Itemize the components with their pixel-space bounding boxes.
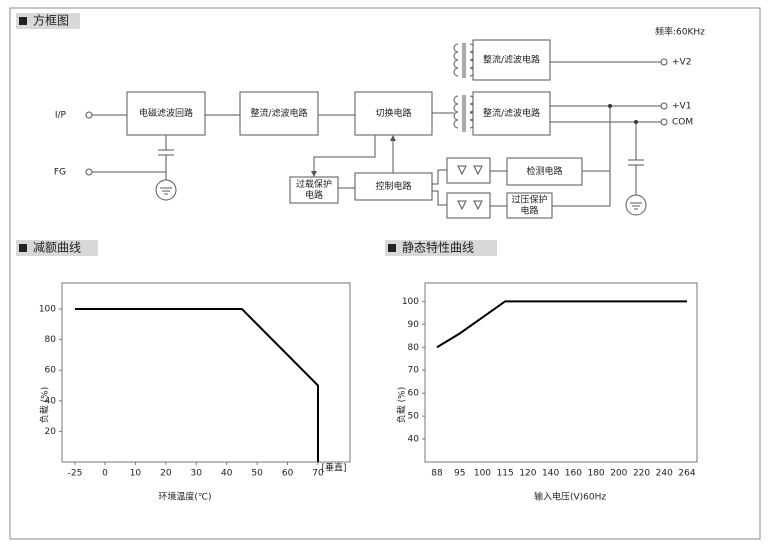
- block: [472, 91, 551, 136]
- x-tick-label: 30: [191, 469, 203, 479]
- block-label: 电路: [520, 205, 538, 217]
- y-tick-label: 80: [45, 335, 57, 345]
- block: [126, 91, 206, 136]
- x-tick-label: 115: [497, 469, 514, 479]
- x-tick-label: 220: [633, 469, 650, 479]
- header-bg: [16, 240, 98, 256]
- x-tick-label: 40: [221, 469, 233, 479]
- block: [354, 172, 433, 201]
- x-tick-label: 50: [251, 469, 263, 479]
- block-label: 整流/滤波电路: [483, 107, 540, 119]
- header-bg: [385, 240, 497, 256]
- x-tick-label: 20: [160, 469, 172, 479]
- port: COM: [672, 118, 693, 128]
- bullet: [19, 17, 27, 25]
- bullet: [388, 244, 396, 252]
- y-tick-label: 80: [408, 343, 420, 353]
- x-tick-label: 95: [454, 469, 465, 479]
- x-tick-label: 88: [431, 469, 443, 479]
- header-title: 方框图: [33, 13, 69, 28]
- port: I/P: [55, 111, 67, 121]
- block-label: 整流/滤波电路: [483, 54, 540, 66]
- x-axis-label: 输入电压(V)60Hz: [534, 491, 606, 503]
- nodes: 电磁滤波回路 整流/滤波电路 切换电路整流/滤波电路整流/滤波电路过载保护电路控制电…: [126, 39, 583, 219]
- annotation: [垂直]: [321, 462, 346, 474]
- block: [506, 157, 583, 186]
- port: +V2: [672, 58, 691, 68]
- x-tick-label: 0: [102, 469, 108, 479]
- block-label: 过压保护: [511, 194, 547, 206]
- x-tick-label: 160: [565, 469, 582, 479]
- frame: [9, 7, 761, 540]
- block-label: 过载保护: [296, 178, 332, 190]
- plot-frame: [61, 282, 351, 463]
- bullet: [19, 244, 27, 252]
- data-line: [75, 308, 319, 462]
- block: [289, 176, 339, 204]
- x-tick-label: 10: [130, 469, 142, 479]
- block: [472, 39, 551, 81]
- y-tick-label: 90: [408, 320, 420, 330]
- block: [239, 91, 319, 136]
- y-tick-label: 40: [45, 396, 57, 406]
- port: FG: [54, 168, 66, 178]
- block-label: 电路: [305, 189, 323, 201]
- x-tick-label: 60: [282, 469, 294, 479]
- y-axis-label: 负载 (%): [39, 387, 51, 423]
- x-tick-label: 200: [610, 469, 627, 479]
- x-axis-label: 环境温度(℃): [158, 491, 211, 503]
- block-label: 控制电路: [375, 180, 411, 192]
- y-axis-label: 负载 (%): [396, 387, 408, 423]
- block-label: 整流/滤波电路: [250, 107, 307, 119]
- x-tick-label: -25: [68, 469, 83, 479]
- y-tick-label: 40: [408, 435, 420, 445]
- port: +V1: [672, 102, 691, 112]
- chart-title: 减额曲线: [33, 241, 81, 255]
- header-bg: [16, 13, 80, 29]
- block: [354, 91, 433, 136]
- x-tick-label: 100: [474, 469, 491, 479]
- block-label: 电磁滤波回路: [139, 107, 193, 119]
- y-tick-label: 50: [408, 412, 420, 422]
- y-tick-label: 100: [39, 305, 56, 315]
- plot-frame: [424, 282, 698, 463]
- block-label: 检测电路: [526, 165, 562, 177]
- block-label: 切换电路: [375, 107, 411, 119]
- y-tick-label: 100: [402, 297, 419, 307]
- y-tick-label: 20: [45, 427, 57, 437]
- block: [506, 192, 553, 219]
- y-tick-label: 60: [45, 366, 57, 376]
- x-tick-label: 120: [519, 469, 536, 479]
- y-tick-label: 70: [408, 366, 420, 376]
- x-tick-label: 180: [587, 469, 604, 479]
- data-line: [436, 300, 687, 349]
- frequency: 频率:60KHz: [655, 26, 705, 38]
- y-tick-label: 60: [408, 389, 420, 399]
- chart-title: 静态特性曲线: [402, 240, 474, 255]
- x-tick-label: 240: [656, 469, 673, 479]
- x-tick-label: 140: [542, 469, 559, 479]
- wiring: [85, 43, 668, 219]
- x-tick-label: 70: [312, 469, 324, 479]
- x-tick-label: 264: [678, 469, 695, 479]
